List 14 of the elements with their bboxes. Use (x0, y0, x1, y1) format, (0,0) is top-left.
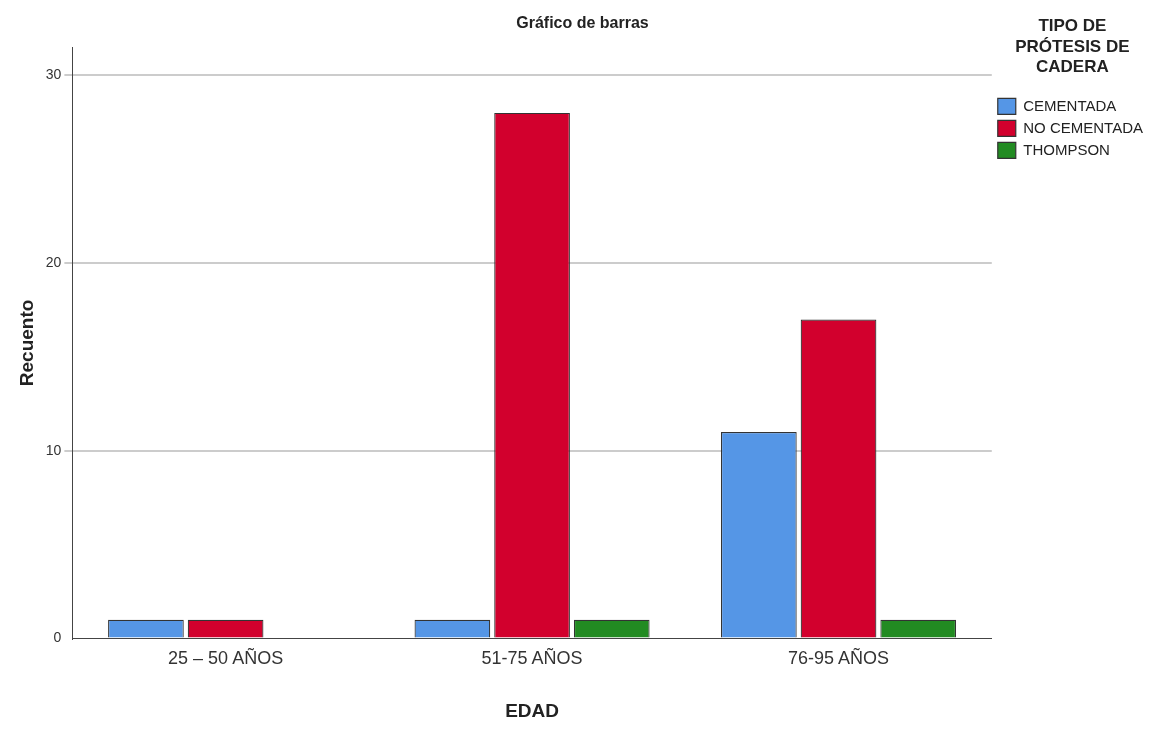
x-axis-title: EDAD (505, 699, 559, 721)
x-tick-label: 25 – 50 AÑOS (168, 647, 284, 669)
legend-title: TIPO DE PRÓTESIS DE CADERA (1015, 16, 1130, 76)
x-tick-label: 51-75 AÑOS (481, 647, 583, 669)
chart-title: Gráfico de barras (516, 14, 649, 32)
y-tick-label: 20 (45, 253, 62, 270)
y-tick-label: 30 (45, 66, 62, 83)
y-tick-label: 0 (53, 629, 62, 646)
x-tick-label: 76-95 AÑOS (788, 647, 890, 669)
legend-label: THOMPSON (1023, 140, 1110, 158)
y-tick-label: 10 (45, 441, 62, 458)
y-axis-title: Recuento (15, 299, 37, 387)
legend-label: CEMENTADA (1023, 96, 1117, 114)
legend-label: NO CEMENTADA (1023, 118, 1144, 136)
